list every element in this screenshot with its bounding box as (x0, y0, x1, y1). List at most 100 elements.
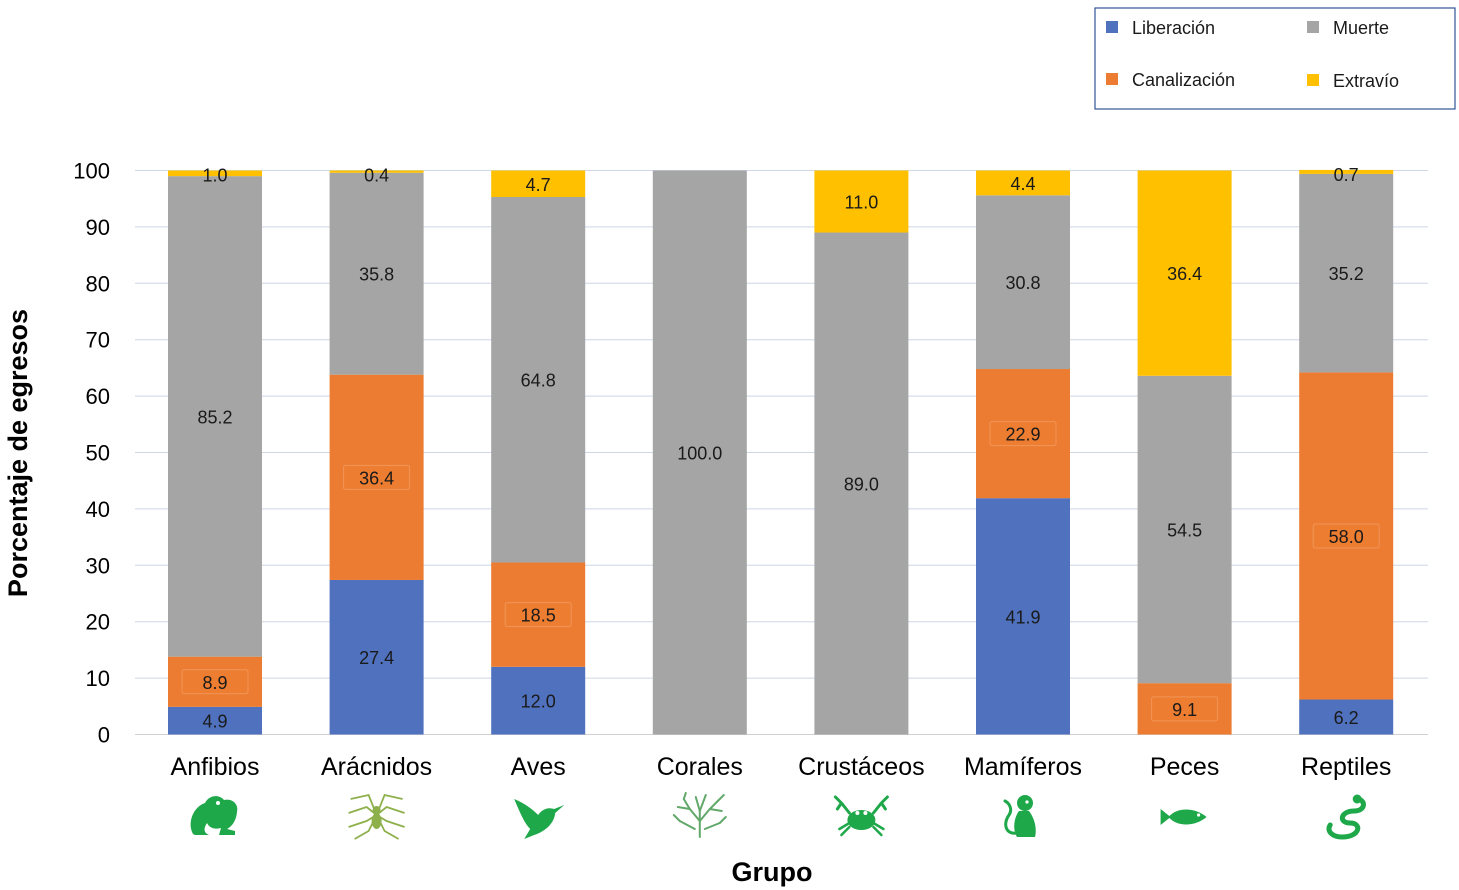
bar-segment-muerte (814, 232, 909, 735)
data-label: 30.8 (1005, 273, 1040, 293)
legend: Liberación Canalización Muerte Extravío (1094, 7, 1456, 110)
data-label: 36.4 (359, 468, 394, 488)
data-label: 4.9 (202, 712, 227, 732)
legend-item-muerte: Muerte (1307, 18, 1389, 38)
bar-segment-extravío (168, 170, 262, 177)
data-label: 22.9 (1005, 425, 1040, 445)
hummingbird-icon (514, 799, 565, 839)
bar-segment-muerte (652, 170, 747, 735)
frog-icon (190, 796, 238, 835)
data-label: 85.2 (197, 407, 232, 427)
bar-segment-muerte (329, 172, 424, 375)
legend-label: Extravío (1333, 71, 1399, 91)
legend-item-extravío: Extravío (1307, 71, 1399, 91)
bar-segment-liberación (491, 666, 586, 735)
data-label-bg (181, 669, 249, 695)
x-axis-categories: Anfibios Arácnidos Aves Corales Crustáceos Ma… (171, 753, 1392, 781)
y-tick-label: 10 (86, 666, 110, 691)
bars (168, 169, 1394, 735)
data-label: 41.9 (1005, 607, 1040, 627)
data-label: 35.8 (359, 265, 394, 285)
category-label: Crustáceos (798, 753, 924, 781)
y-tick-label: 30 (86, 553, 110, 578)
data-label: 35.2 (1329, 264, 1364, 284)
legend-label: Liberación (1132, 18, 1215, 38)
y-axis-title: Porcentaje de egresos (3, 309, 33, 597)
legend-label: Muerte (1333, 18, 1389, 38)
data-label: 0.4 (364, 166, 389, 186)
monkey-icon (1003, 795, 1036, 837)
bar-segment-muerte (976, 195, 1070, 370)
y-tick-label: 80 (86, 271, 110, 296)
category-label: Corales (657, 753, 743, 781)
data-label: 58.0 (1329, 527, 1364, 547)
category-label: Mamíferos (964, 753, 1082, 781)
data-label: 11.0 (845, 193, 879, 213)
data-label: 89.0 (844, 475, 879, 495)
y-tick-label: 20 (86, 610, 110, 635)
data-label: 4.7 (526, 175, 551, 195)
data-label: 6.2 (1334, 708, 1359, 728)
data-label-bg (504, 602, 572, 628)
bar-segment-extravío (491, 170, 586, 198)
legend-item-liberación: Liberación (1106, 18, 1215, 38)
y-tick-label: 70 (86, 328, 110, 353)
y-tick-label: 50 (86, 441, 110, 466)
legend-swatch (1106, 21, 1118, 33)
data-label-bg (1151, 696, 1219, 722)
data-label: 0.7 (1334, 165, 1359, 185)
bar-segment-liberación (976, 498, 1070, 735)
category-label: Arácnidos (321, 753, 432, 781)
data-label: 27.4 (359, 648, 394, 668)
crab-icon (833, 795, 889, 837)
category-icons (190, 792, 1366, 840)
coral-icon (672, 792, 727, 838)
bar-segment-muerte (1299, 173, 1394, 373)
data-label: 12.0 (521, 692, 556, 712)
data-label-bg (1312, 523, 1380, 549)
category-label: Anfibios (171, 753, 260, 781)
y-tick-label: 90 (86, 215, 110, 240)
legend-item-canalización: Canalización (1106, 70, 1235, 90)
y-tick-label: 100 (73, 159, 110, 184)
legend-label: Canalización (1132, 70, 1235, 90)
data-label: 54.5 (1167, 520, 1202, 540)
data-label-bg (343, 464, 411, 490)
gridlines (135, 170, 1428, 735)
x-axis-title: Grupo (732, 857, 813, 887)
bar-segment-muerte (1137, 375, 1232, 684)
bar-segment-extravío (814, 170, 909, 233)
data-label: 4.4 (1010, 174, 1035, 194)
data-label: 100.0 (677, 444, 722, 464)
legend-swatch (1307, 74, 1319, 86)
data-label: 8.9 (202, 673, 227, 693)
spider-icon (348, 793, 405, 840)
bar-segment-liberación (329, 579, 424, 735)
data-label: 9.1 (1172, 700, 1197, 720)
legend-swatch (1307, 21, 1319, 33)
data-label: 64.8 (521, 371, 556, 391)
bar-segment-muerte (168, 176, 262, 657)
data-label: 18.5 (521, 606, 556, 626)
fish-icon (1160, 809, 1207, 825)
y-tick-label: 60 (86, 384, 110, 409)
snake-icon (1326, 794, 1366, 840)
y-tick-label: 0 (98, 723, 110, 748)
bar-segment-liberación (1299, 699, 1394, 735)
bar-segment-extravío (329, 170, 424, 173)
category-label: Peces (1150, 753, 1219, 781)
bar-segment-muerte (491, 197, 586, 563)
data-label: 36.4 (1167, 264, 1202, 284)
legend-swatch (1106, 73, 1118, 85)
y-axis-ticks: 0 10 20 30 40 50 60 70 80 90 100 (73, 159, 110, 748)
bar-segment-extravío (1299, 169, 1394, 174)
data-label-bg (989, 421, 1057, 447)
category-label: Reptiles (1301, 753, 1391, 781)
bar-segment-extravío (1137, 170, 1232, 376)
y-tick-label: 40 (86, 497, 110, 522)
bar-segment-liberación (168, 706, 262, 735)
legend-frame (1094, 7, 1456, 110)
data-label: 1.0 (202, 166, 227, 186)
category-label: Aves (511, 753, 566, 781)
